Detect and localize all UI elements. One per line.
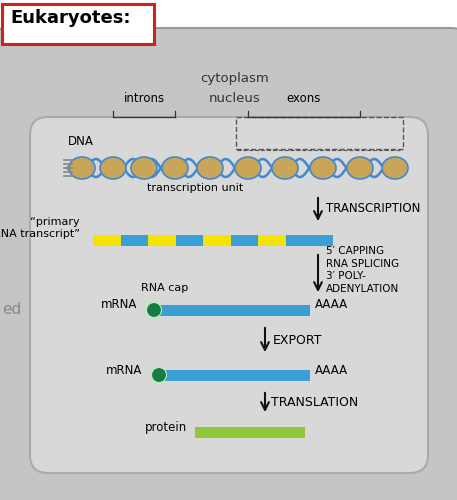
Ellipse shape bbox=[197, 157, 223, 179]
Text: 5′ CAPPING
RNA SPLICING
3′ POLY-
ADENYLATION: 5′ CAPPING RNA SPLICING 3′ POLY- ADENYLA… bbox=[326, 246, 399, 294]
Ellipse shape bbox=[347, 157, 373, 179]
Text: ed: ed bbox=[2, 302, 21, 318]
Ellipse shape bbox=[100, 157, 126, 179]
Text: protein: protein bbox=[145, 420, 187, 434]
Bar bbox=[160, 370, 310, 380]
Text: TRANSLATION: TRANSLATION bbox=[271, 396, 358, 408]
Ellipse shape bbox=[272, 157, 298, 179]
Circle shape bbox=[147, 302, 161, 318]
Text: nucleus: nucleus bbox=[209, 92, 261, 105]
Text: EXPORT: EXPORT bbox=[273, 334, 323, 346]
Ellipse shape bbox=[162, 157, 188, 179]
Bar bbox=[93, 234, 121, 246]
Text: Eukaryotes:: Eukaryotes: bbox=[10, 9, 131, 27]
Bar bbox=[148, 234, 176, 246]
Bar bbox=[195, 426, 305, 438]
FancyBboxPatch shape bbox=[30, 117, 428, 473]
Text: introns: introns bbox=[123, 92, 165, 105]
Ellipse shape bbox=[69, 157, 95, 179]
Text: mRNA: mRNA bbox=[106, 364, 142, 376]
Text: exons: exons bbox=[287, 92, 321, 105]
Text: RNA cap: RNA cap bbox=[141, 283, 189, 293]
Text: AAAA: AAAA bbox=[315, 364, 348, 376]
FancyBboxPatch shape bbox=[0, 28, 457, 500]
Ellipse shape bbox=[382, 157, 408, 179]
Text: DNA: DNA bbox=[68, 135, 94, 148]
Text: transcription unit: transcription unit bbox=[147, 183, 243, 193]
Ellipse shape bbox=[131, 157, 157, 179]
Text: cytoplasm: cytoplasm bbox=[201, 72, 269, 85]
Bar bbox=[203, 234, 231, 246]
Circle shape bbox=[152, 368, 166, 382]
Text: mRNA: mRNA bbox=[101, 298, 137, 312]
Ellipse shape bbox=[310, 157, 336, 179]
Text: “primary
RNA transcript”: “primary RNA transcript” bbox=[0, 216, 80, 240]
Bar bbox=[258, 234, 286, 246]
Bar bbox=[93, 234, 333, 246]
Text: TRANSCRIPTION: TRANSCRIPTION bbox=[326, 202, 420, 214]
Ellipse shape bbox=[235, 157, 261, 179]
Bar bbox=[155, 304, 310, 316]
Text: AAAA: AAAA bbox=[315, 298, 348, 312]
FancyBboxPatch shape bbox=[2, 4, 154, 44]
